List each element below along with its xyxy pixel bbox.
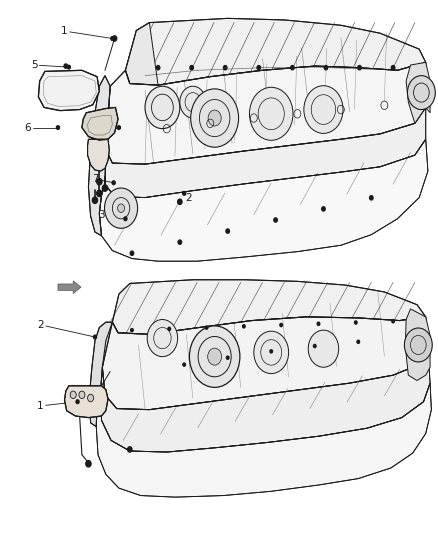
Circle shape bbox=[254, 331, 289, 374]
Text: 5: 5 bbox=[31, 60, 37, 70]
Circle shape bbox=[370, 196, 373, 200]
Circle shape bbox=[64, 64, 67, 68]
Polygon shape bbox=[406, 62, 430, 123]
Circle shape bbox=[178, 240, 182, 244]
Polygon shape bbox=[113, 280, 426, 334]
Circle shape bbox=[86, 461, 91, 467]
Circle shape bbox=[113, 36, 117, 41]
Circle shape bbox=[117, 126, 120, 130]
Polygon shape bbox=[64, 386, 108, 418]
Circle shape bbox=[92, 197, 98, 204]
Circle shape bbox=[324, 66, 328, 70]
Circle shape bbox=[145, 86, 180, 128]
Text: 6: 6 bbox=[24, 123, 31, 133]
Polygon shape bbox=[125, 22, 158, 85]
Polygon shape bbox=[105, 108, 426, 198]
Circle shape bbox=[183, 191, 186, 195]
Polygon shape bbox=[106, 62, 426, 164]
Circle shape bbox=[291, 66, 294, 70]
Circle shape bbox=[317, 322, 320, 325]
Circle shape bbox=[93, 335, 96, 339]
Polygon shape bbox=[102, 317, 428, 410]
Text: 1: 1 bbox=[37, 401, 44, 411]
Circle shape bbox=[226, 229, 230, 233]
Circle shape bbox=[57, 126, 60, 130]
Circle shape bbox=[308, 330, 339, 367]
Circle shape bbox=[191, 89, 239, 147]
Polygon shape bbox=[88, 76, 110, 236]
Circle shape bbox=[124, 217, 127, 221]
Text: 4: 4 bbox=[92, 123, 98, 133]
Polygon shape bbox=[58, 281, 81, 294]
Circle shape bbox=[178, 199, 182, 205]
Circle shape bbox=[358, 66, 361, 70]
Circle shape bbox=[223, 66, 227, 70]
Circle shape bbox=[168, 327, 170, 330]
Circle shape bbox=[190, 66, 194, 70]
Circle shape bbox=[322, 207, 325, 211]
Circle shape bbox=[111, 37, 114, 41]
Text: 2: 2 bbox=[185, 192, 192, 203]
Text: 3: 3 bbox=[98, 210, 105, 220]
Circle shape bbox=[407, 76, 435, 110]
Circle shape bbox=[189, 326, 240, 387]
Circle shape bbox=[147, 319, 178, 357]
Polygon shape bbox=[96, 383, 431, 497]
Circle shape bbox=[88, 394, 94, 402]
Circle shape bbox=[392, 320, 394, 323]
Polygon shape bbox=[101, 349, 430, 452]
Polygon shape bbox=[88, 139, 110, 171]
Circle shape bbox=[79, 391, 85, 399]
Circle shape bbox=[404, 328, 432, 362]
Circle shape bbox=[183, 363, 185, 366]
Circle shape bbox=[127, 447, 132, 452]
Circle shape bbox=[76, 400, 79, 403]
Polygon shape bbox=[39, 70, 99, 111]
Circle shape bbox=[131, 328, 133, 332]
Circle shape bbox=[70, 391, 76, 399]
Circle shape bbox=[354, 321, 357, 324]
Polygon shape bbox=[125, 18, 426, 85]
Circle shape bbox=[208, 110, 221, 126]
Text: 7: 7 bbox=[92, 174, 98, 184]
Circle shape bbox=[130, 251, 134, 255]
Circle shape bbox=[67, 65, 71, 69]
Circle shape bbox=[97, 190, 102, 197]
Circle shape bbox=[226, 356, 229, 359]
Polygon shape bbox=[405, 309, 430, 381]
Circle shape bbox=[208, 348, 222, 365]
Circle shape bbox=[180, 86, 206, 118]
Circle shape bbox=[250, 87, 293, 140]
Polygon shape bbox=[99, 139, 428, 261]
Circle shape bbox=[205, 326, 208, 329]
Circle shape bbox=[270, 350, 272, 353]
Polygon shape bbox=[82, 108, 118, 140]
Circle shape bbox=[156, 66, 160, 70]
Circle shape bbox=[304, 86, 343, 133]
Circle shape bbox=[102, 185, 108, 191]
Circle shape bbox=[357, 340, 360, 343]
Circle shape bbox=[274, 218, 277, 222]
Text: 1: 1 bbox=[61, 26, 68, 36]
Circle shape bbox=[117, 204, 124, 213]
Text: 2: 2 bbox=[37, 320, 44, 330]
Circle shape bbox=[314, 344, 316, 348]
Circle shape bbox=[243, 325, 245, 328]
Circle shape bbox=[391, 66, 395, 70]
Polygon shape bbox=[89, 322, 113, 426]
Circle shape bbox=[280, 324, 283, 327]
Circle shape bbox=[112, 181, 115, 184]
Circle shape bbox=[257, 66, 261, 70]
Circle shape bbox=[97, 179, 102, 185]
Circle shape bbox=[105, 188, 138, 228]
